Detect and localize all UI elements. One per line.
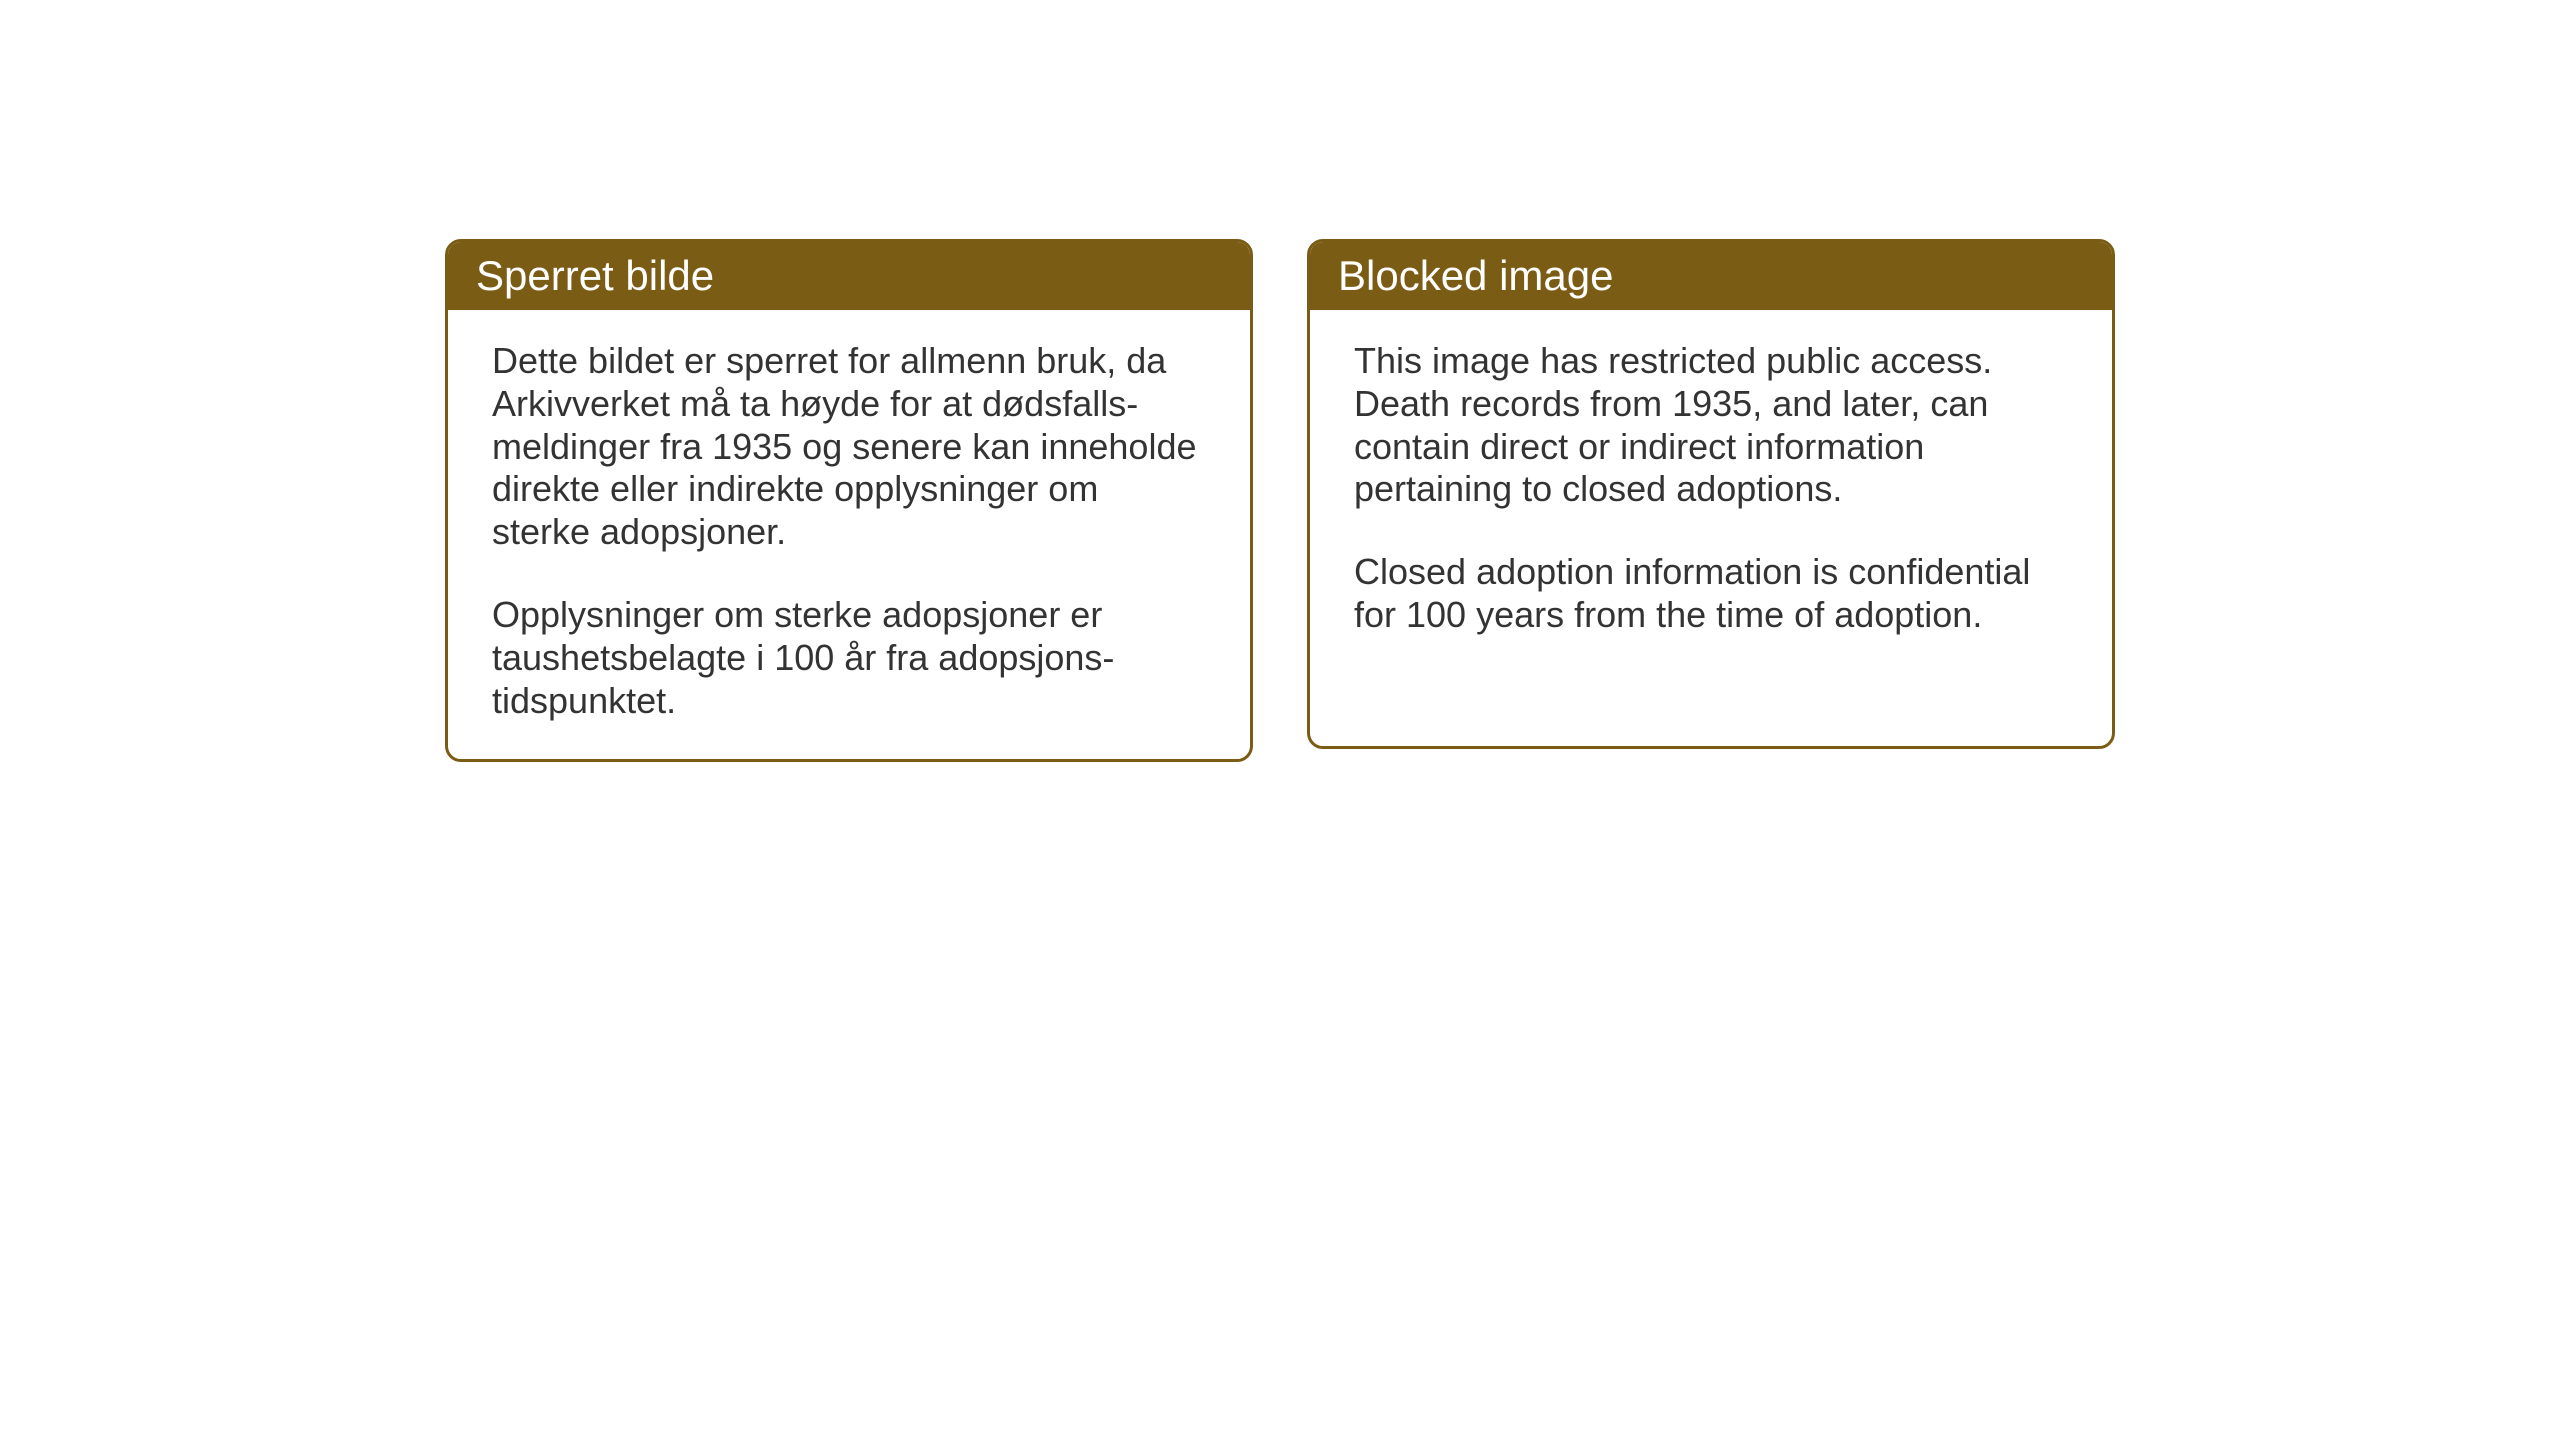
card-paragraph-2-norwegian: Opplysninger om sterke adopsjoner er tau… bbox=[492, 594, 1206, 722]
notice-card-english: Blocked image This image has restricted … bbox=[1307, 239, 2115, 749]
card-paragraph-2-english: Closed adoption information is confident… bbox=[1354, 551, 2068, 637]
notice-card-norwegian: Sperret bilde Dette bildet er sperret fo… bbox=[445, 239, 1253, 762]
card-header-norwegian: Sperret bilde bbox=[448, 242, 1250, 310]
card-body-english: This image has restricted public access.… bbox=[1310, 310, 2112, 673]
card-body-norwegian: Dette bildet er sperret for allmenn bruk… bbox=[448, 310, 1250, 759]
card-paragraph-1-norwegian: Dette bildet er sperret for allmenn bruk… bbox=[492, 340, 1206, 554]
card-header-english: Blocked image bbox=[1310, 242, 2112, 310]
card-title-norwegian: Sperret bilde bbox=[476, 252, 714, 299]
notice-container: Sperret bilde Dette bildet er sperret fo… bbox=[445, 239, 2115, 762]
card-title-english: Blocked image bbox=[1338, 252, 1613, 299]
card-paragraph-1-english: This image has restricted public access.… bbox=[1354, 340, 2068, 511]
